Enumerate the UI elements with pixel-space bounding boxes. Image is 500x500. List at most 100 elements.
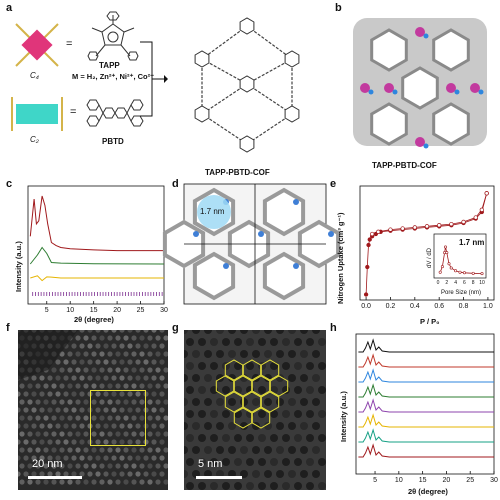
tem-zoom-pore-dot <box>198 434 206 442</box>
nitrogen-marker <box>423 33 429 39</box>
tem-zoom-pore-dot <box>228 350 236 358</box>
tem-pore-dot <box>135 407 141 413</box>
tem-pore-dot <box>103 423 109 429</box>
pore-size-distribution-point <box>449 266 453 270</box>
tem-pore-dot <box>151 391 157 397</box>
tem-zoom-pore-dot <box>184 470 188 478</box>
tem-pore-dot <box>91 351 97 357</box>
inset-xtick-label: 2 <box>445 280 448 286</box>
tem-zoom-pore-dot <box>282 386 290 394</box>
isotherm-xlabel: P / P₀ <box>420 317 440 326</box>
tem-pore-dot <box>155 399 161 405</box>
tem-pore-dot <box>143 343 149 349</box>
tem-pore-dot <box>127 423 133 429</box>
tem-zoom-pore-dot <box>306 386 314 394</box>
tem-pore-dot <box>111 343 117 349</box>
metal-center-marker <box>415 27 425 37</box>
tem-pore-dot <box>155 431 161 437</box>
tem-zoom-pore-dot <box>198 386 206 394</box>
tem-zoom-pore-dot <box>228 446 236 454</box>
tem-pore-dot <box>119 407 125 413</box>
pore-metal-site <box>328 231 334 237</box>
inset-peak-label: 1.7 nm <box>459 238 484 247</box>
pore-size-distribution-point <box>438 270 442 274</box>
tem-pore-dot <box>127 407 133 413</box>
c4-equals: = <box>66 38 73 50</box>
isotherm-desorption-point <box>370 231 375 237</box>
tem-pore-dot <box>55 391 61 397</box>
tem-pore-dot <box>123 335 129 341</box>
inset-xtick-label: 4 <box>454 280 457 286</box>
tem-pore-dot <box>91 447 97 453</box>
tem-zoom-pore-dot <box>258 386 266 394</box>
panel-f-letter: f <box>6 322 10 334</box>
tem-zoom-pore-dot <box>234 482 242 490</box>
tem-zoom-pore-dot <box>288 446 296 454</box>
tem-pore-dot <box>151 359 157 365</box>
tem-pore-dot <box>135 359 141 365</box>
pore-size-distribution-point <box>458 270 462 274</box>
tem-pore-dot <box>23 439 29 445</box>
tem-zoom-pore-dot <box>270 482 278 490</box>
stability-series-line <box>358 443 494 458</box>
cof-porphyrin-node <box>239 135 255 153</box>
tem-zoom-pore-dot <box>270 338 278 346</box>
tem-pore-dot <box>143 407 149 413</box>
tem-pore-dot <box>95 343 101 349</box>
tem-pore-dot <box>155 463 161 469</box>
tem-zoom-pore-dot <box>184 446 188 454</box>
tem-pore-dot <box>67 367 73 373</box>
tem-pore-dot <box>143 471 149 477</box>
cof-linker <box>246 58 293 85</box>
pxrd-stability-chart: 5 10 15 20 25 30 Intensity (a.u.) 2θ (degree) <box>339 333 498 496</box>
tem-pore-dot <box>75 351 81 357</box>
tem-pore-dot <box>63 407 69 413</box>
tem-pore-dot <box>75 399 81 405</box>
tem-pore-dot <box>127 455 133 461</box>
tem-pore-dot <box>139 335 145 341</box>
tem-pore-dot <box>71 455 77 461</box>
tem-pore-dot <box>79 407 85 413</box>
tem-zoom-pore-dot <box>210 362 218 370</box>
tem-pore-dot <box>163 383 168 389</box>
tem-zoom-pore-dot <box>318 410 326 418</box>
tem-zoom-pore-dot <box>184 422 188 430</box>
tem-pore-dot <box>151 343 157 349</box>
tem-pore-dot <box>147 367 153 373</box>
tem-zoom-pore-dot <box>246 338 254 346</box>
tem-zoom-pore-dot <box>246 458 254 466</box>
tem-pore-dot <box>67 399 73 405</box>
isotherm-adsorption-point <box>366 242 371 248</box>
pxrd-xtick-label: 25 <box>137 307 145 314</box>
tem-pore-dot <box>35 479 41 485</box>
tem-pore-dot <box>111 471 117 477</box>
tem-pore-dot <box>83 415 89 421</box>
tem-zoom-pore-dot <box>234 338 242 346</box>
pore-hexagon <box>192 251 236 301</box>
tem-zoom-pore-dot <box>288 374 296 382</box>
tem-pore-dot <box>55 375 61 381</box>
tem-pore-dot <box>159 343 165 349</box>
tem-pore-dot <box>99 383 105 389</box>
stability-series-line <box>358 383 494 398</box>
tem-zoom-pore-dot <box>222 434 230 442</box>
tem-zoom-pore-dot <box>216 446 224 454</box>
lattice-overlay-hexagon <box>224 359 244 381</box>
tem-zoom-scale-label: 5 nm <box>198 458 223 470</box>
tem-zoom-pore-dot <box>222 410 230 418</box>
tem-zoom-pore-dot <box>222 482 230 490</box>
tem-pore-dot <box>159 375 165 381</box>
tem-zoom-pore-dot <box>312 446 320 454</box>
tem-zoom-pore-dot <box>300 446 308 454</box>
tem-pore-dot <box>143 375 149 381</box>
tem-zoom-pore-dot <box>282 482 290 490</box>
tem-pore-dot <box>19 415 25 421</box>
tapp-label: TAPP <box>99 61 120 70</box>
tem-pore-dot <box>47 423 53 429</box>
tem-pore-dot <box>99 335 105 341</box>
tem-pore-dot <box>43 415 49 421</box>
tem-pore-dot <box>107 367 113 373</box>
tem-pore-dot <box>147 447 153 453</box>
tem-pore-dot <box>75 335 81 341</box>
tem-pore-dot <box>103 330 109 333</box>
